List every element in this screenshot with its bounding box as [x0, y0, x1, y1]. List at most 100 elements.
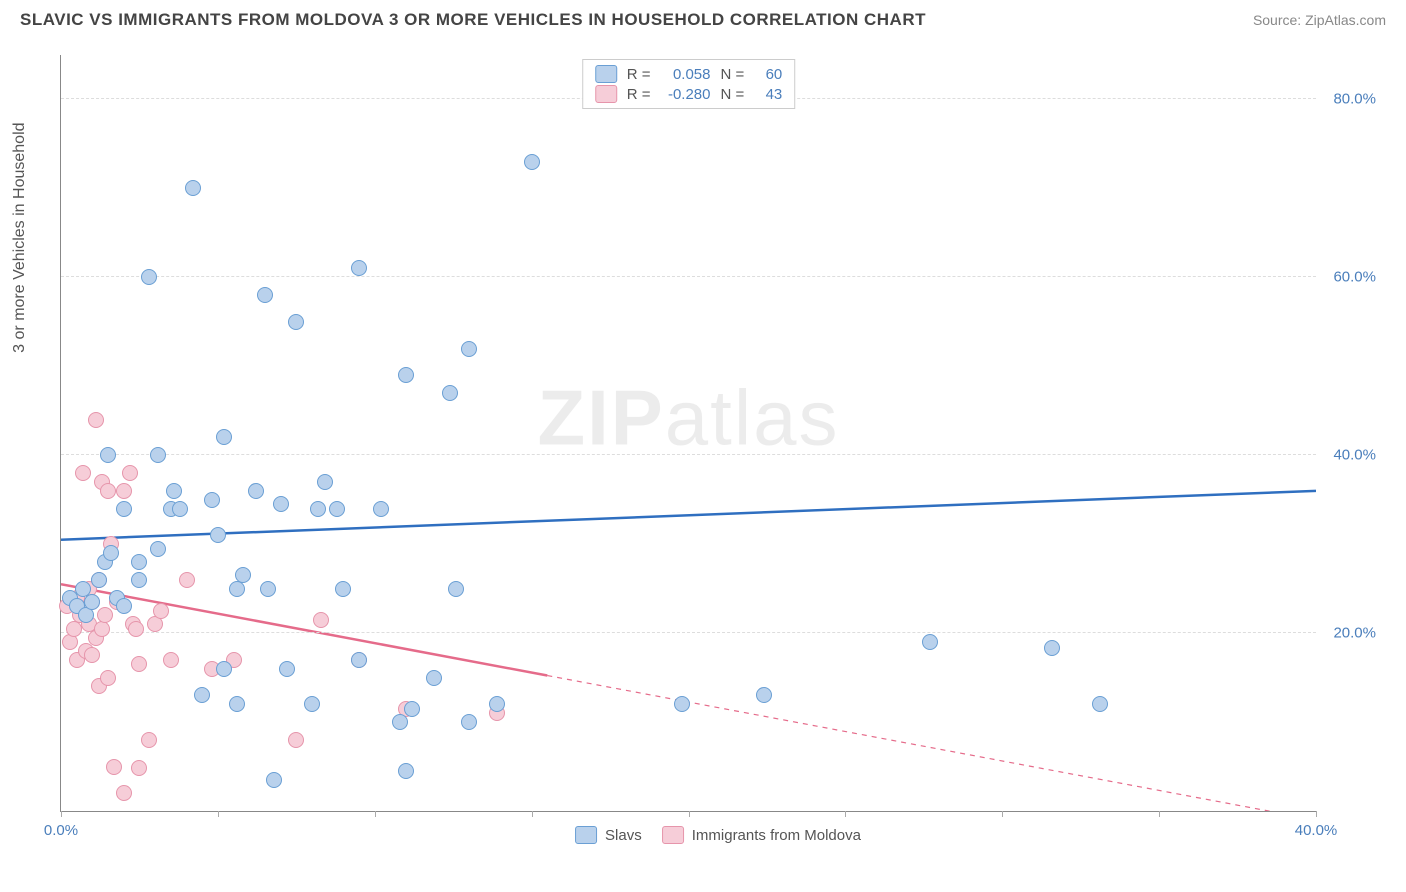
scatter-point-moldova [75, 465, 91, 481]
scatter-point-slavs [185, 180, 201, 196]
scatter-point-slavs [329, 501, 345, 517]
legend-label-moldova: Immigrants from Moldova [692, 827, 861, 844]
scatter-point-slavs [103, 545, 119, 561]
scatter-point-slavs [524, 154, 540, 170]
scatter-point-slavs [150, 447, 166, 463]
scatter-point-moldova [116, 785, 132, 801]
scatter-point-slavs [310, 501, 326, 517]
xtick [218, 811, 219, 817]
scatter-point-slavs [674, 696, 690, 712]
scatter-point-slavs [448, 581, 464, 597]
trend-lines [61, 55, 1316, 811]
xtick-label-left: 0.0% [44, 822, 78, 839]
scatter-point-moldova [100, 670, 116, 686]
scatter-point-moldova [131, 656, 147, 672]
scatter-point-moldova [106, 759, 122, 775]
ytick-label: 40.0% [1321, 447, 1376, 464]
correlation-legend: R = 0.058 N = 60 R = -0.280 N = 43 [582, 59, 796, 109]
scatter-point-slavs [288, 314, 304, 330]
legend-item-moldova: Immigrants from Moldova [662, 826, 861, 844]
xtick [375, 811, 376, 817]
scatter-point-slavs [91, 572, 107, 588]
n-label: N = [721, 86, 745, 103]
scatter-point-slavs [131, 554, 147, 570]
scatter-point-moldova [116, 483, 132, 499]
scatter-point-slavs [248, 483, 264, 499]
scatter-point-moldova [84, 647, 100, 663]
scatter-point-slavs [229, 696, 245, 712]
scatter-point-moldova [100, 483, 116, 499]
scatter-point-slavs [461, 714, 477, 730]
scatter-point-slavs [172, 501, 188, 517]
plot-area: ZIPatlas R = 0.058 N = 60 R = -0.280 N =… [60, 55, 1316, 812]
r-value-moldova: -0.280 [661, 86, 711, 103]
scatter-point-slavs [317, 474, 333, 490]
scatter-point-slavs [204, 492, 220, 508]
scatter-point-moldova [163, 652, 179, 668]
scatter-point-slavs [100, 447, 116, 463]
scatter-point-slavs [398, 367, 414, 383]
scatter-point-slavs [373, 501, 389, 517]
scatter-point-moldova [94, 621, 110, 637]
scatter-point-slavs [335, 581, 351, 597]
watermark-atlas: atlas [665, 373, 840, 461]
scatter-point-slavs [442, 385, 458, 401]
n-value-slavs: 60 [754, 66, 782, 83]
scatter-point-slavs [235, 567, 251, 583]
series-legend: Slavs Immigrants from Moldova [575, 826, 861, 844]
n-value-moldova: 43 [754, 86, 782, 103]
scatter-point-slavs [116, 501, 132, 517]
legend-label-slavs: Slavs [605, 827, 642, 844]
r-label: R = [627, 86, 651, 103]
scatter-point-moldova [313, 612, 329, 628]
scatter-point-moldova [128, 621, 144, 637]
scatter-point-slavs [392, 714, 408, 730]
source-label: Source: ZipAtlas.com [1253, 12, 1386, 28]
scatter-point-slavs [266, 772, 282, 788]
scatter-point-slavs [304, 696, 320, 712]
scatter-point-slavs [210, 527, 226, 543]
legend-item-slavs: Slavs [575, 826, 642, 844]
xtick [1159, 811, 1160, 817]
scatter-point-slavs [756, 687, 772, 703]
scatter-point-slavs [84, 594, 100, 610]
scatter-point-slavs [489, 696, 505, 712]
xtick [845, 811, 846, 817]
scatter-point-moldova [288, 732, 304, 748]
scatter-point-slavs [257, 287, 273, 303]
xtick [1316, 811, 1317, 817]
scatter-point-slavs [279, 661, 295, 677]
scatter-point-moldova [97, 607, 113, 623]
swatch-moldova [595, 85, 617, 103]
legend-row-slavs: R = 0.058 N = 60 [591, 64, 787, 84]
scatter-point-slavs [461, 341, 477, 357]
scatter-point-slavs [150, 541, 166, 557]
xtick [61, 811, 62, 817]
scatter-point-slavs [1044, 640, 1060, 656]
scatter-point-slavs [351, 260, 367, 276]
ytick-label: 80.0% [1321, 91, 1376, 108]
gridline [61, 632, 1316, 633]
watermark-zip: ZIP [537, 373, 664, 461]
scatter-point-moldova [153, 603, 169, 619]
scatter-point-slavs [116, 598, 132, 614]
scatter-point-slavs [131, 572, 147, 588]
swatch-moldova-bottom [662, 826, 684, 844]
xtick [689, 811, 690, 817]
scatter-point-slavs [166, 483, 182, 499]
scatter-point-slavs [398, 763, 414, 779]
gridline [61, 276, 1316, 277]
scatter-point-moldova [141, 732, 157, 748]
scatter-point-slavs [351, 652, 367, 668]
ytick-label: 60.0% [1321, 269, 1376, 286]
r-label: R = [627, 66, 651, 83]
xtick-label-right: 40.0% [1295, 822, 1338, 839]
scatter-point-moldova [122, 465, 138, 481]
legend-row-moldova: R = -0.280 N = 43 [591, 84, 787, 104]
scatter-point-slavs [404, 701, 420, 717]
watermark: ZIPatlas [537, 372, 839, 463]
y-axis-label: 3 or more Vehicles in Household [11, 122, 29, 352]
scatter-point-slavs [922, 634, 938, 650]
scatter-point-slavs [216, 661, 232, 677]
scatter-point-slavs [273, 496, 289, 512]
